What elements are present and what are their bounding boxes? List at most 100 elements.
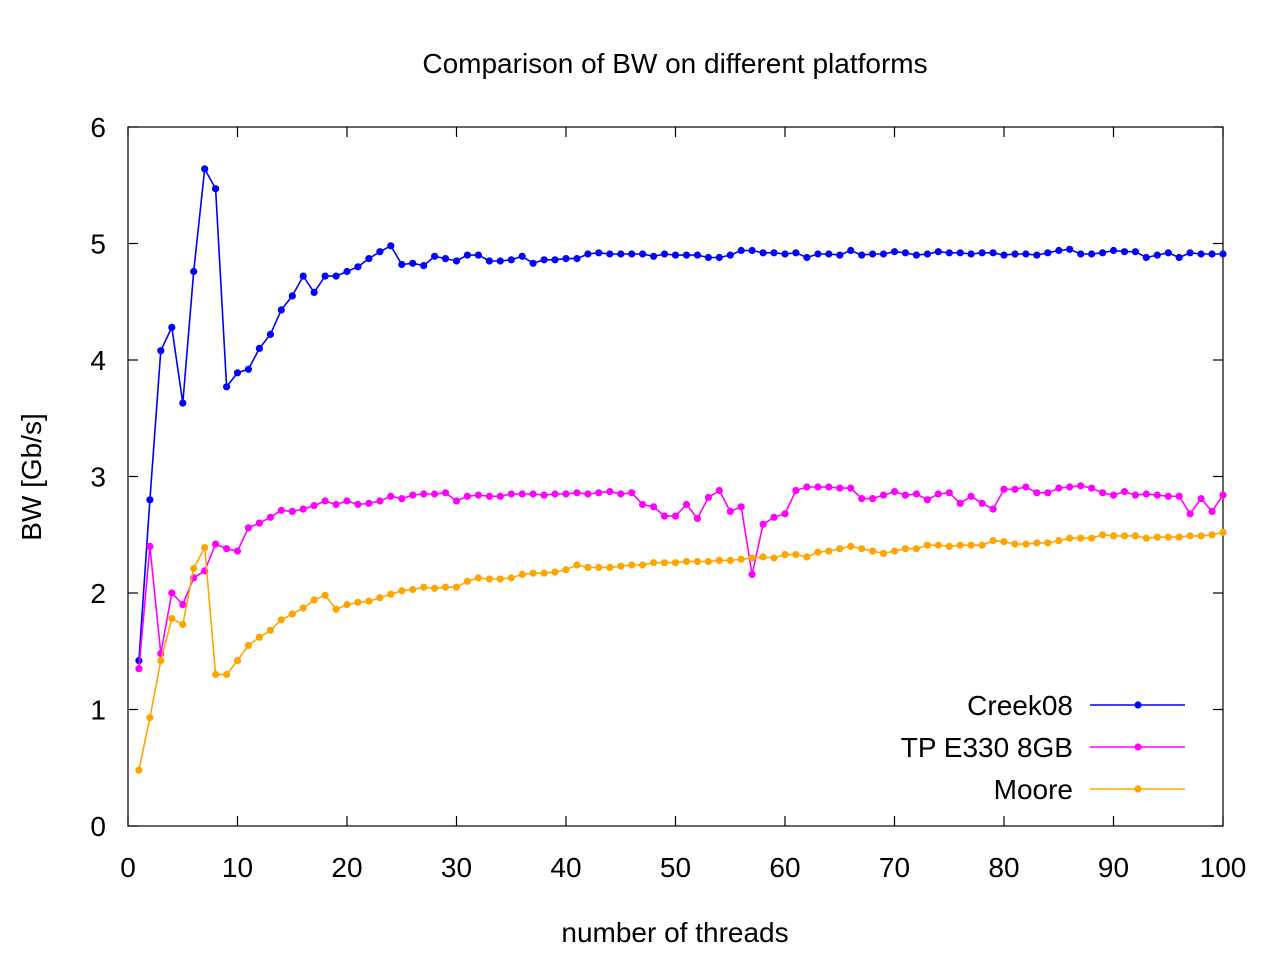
data-point-creek08 (1011, 250, 1019, 258)
data-point-moore (212, 670, 220, 679)
data-point-creek08 (431, 252, 439, 260)
data-point-creek08 (1219, 250, 1227, 258)
data-point-creek08 (255, 344, 263, 352)
data-point-creek08 (1088, 250, 1096, 258)
data-point-creek08 (660, 250, 669, 258)
data-point-tp-e330-8gb (803, 483, 811, 491)
data-point-creek08 (1175, 253, 1183, 262)
data-point-moore (967, 541, 975, 549)
data-point-creek08 (693, 251, 702, 259)
data-point-moore (617, 562, 625, 570)
data-point-creek08 (759, 249, 767, 257)
data-point-moore (748, 554, 756, 562)
data-point-tp-e330-8gb (266, 513, 274, 521)
data-point-creek08 (704, 253, 713, 262)
data-point-creek08 (726, 251, 734, 259)
x-tick-label: 10 (222, 852, 253, 883)
data-point-tp-e330-8gb (606, 488, 614, 496)
data-point-moore (441, 583, 450, 591)
data-point-creek08 (409, 259, 417, 267)
data-point-tp-e330-8gb (693, 514, 702, 523)
data-point-tp-e330-8gb (945, 489, 953, 497)
y-tick-label: 4 (90, 345, 106, 376)
x-tick-label: 90 (1098, 852, 1129, 883)
data-point-tp-e330-8gb (1131, 491, 1139, 499)
data-point-creek08 (288, 292, 296, 300)
data-point-tp-e330-8gb (452, 497, 461, 505)
data-point-tp-e330-8gb (1164, 492, 1172, 500)
data-point-creek08 (628, 250, 636, 258)
data-point-moore (814, 548, 822, 556)
data-point-tp-e330-8gb (759, 520, 767, 528)
series-group (135, 165, 1227, 774)
x-tick-label: 100 (1200, 852, 1247, 883)
data-point-tp-e330-8gb (792, 486, 800, 495)
data-point-creek08 (201, 165, 209, 173)
data-point-moore (660, 559, 669, 567)
data-point-moore (792, 551, 800, 559)
data-point-tp-e330-8gb (518, 490, 526, 498)
data-point-creek08 (1164, 249, 1172, 257)
data-point-moore (540, 569, 548, 577)
data-point-tp-e330-8gb (617, 490, 625, 498)
data-point-creek08 (365, 255, 373, 263)
data-point-creek08 (595, 249, 603, 257)
data-point-moore (901, 545, 910, 553)
data-point-creek08 (978, 249, 986, 257)
data-point-moore (201, 544, 209, 552)
data-point-moore (737, 555, 745, 563)
data-point-creek08 (945, 249, 953, 257)
y-tick-label: 6 (90, 112, 106, 143)
data-point-tp-e330-8gb (748, 570, 756, 579)
data-point-creek08 (1022, 250, 1030, 258)
y-tick-label: 3 (90, 462, 106, 493)
x-tick-label: 30 (441, 852, 472, 883)
data-point-tp-e330-8gb (573, 489, 581, 497)
data-point-moore (310, 596, 318, 604)
data-point-creek08 (212, 185, 220, 193)
data-point-creek08 (1142, 253, 1150, 262)
data-point-tp-e330-8gb (310, 502, 318, 510)
data-point-creek08 (299, 272, 307, 280)
data-point-tp-e330-8gb (660, 512, 669, 520)
data-point-moore (1131, 532, 1139, 540)
data-point-creek08 (748, 246, 756, 255)
data-point-tp-e330-8gb (540, 491, 548, 499)
data-point-moore (321, 591, 329, 599)
data-point-creek08 (474, 251, 482, 259)
data-point-moore (879, 549, 888, 558)
data-point-moore (343, 601, 351, 609)
data-point-creek08 (650, 252, 658, 260)
data-point-tp-e330-8gb (639, 500, 647, 509)
data-point-tp-e330-8gb (1011, 485, 1019, 493)
data-point-creek08 (244, 365, 252, 373)
data-point-creek08 (190, 267, 198, 276)
chart-title: Comparison of BW on different platforms (422, 48, 927, 79)
data-point-tp-e330-8gb (814, 483, 822, 491)
x-tick-label: 60 (769, 852, 800, 883)
data-point-moore (420, 583, 428, 591)
data-point-moore (1000, 538, 1008, 546)
data-point-tp-e330-8gb (825, 483, 833, 491)
data-point-tp-e330-8gb (332, 500, 340, 509)
data-point-moore (1088, 534, 1096, 542)
data-point-creek08 (562, 255, 570, 263)
data-point-creek08 (1197, 250, 1205, 258)
data-point-moore (1164, 533, 1172, 541)
data-point-creek08 (912, 251, 921, 259)
data-point-creek08 (617, 250, 625, 258)
legend-marker-creek08 (1134, 701, 1142, 709)
data-point-creek08 (573, 255, 581, 263)
data-point-tp-e330-8gb (1219, 491, 1227, 499)
data-point-moore (376, 594, 384, 602)
data-point-creek08 (485, 257, 493, 265)
data-point-tp-e330-8gb (595, 489, 603, 497)
data-point-creek08 (989, 249, 997, 257)
data-point-moore (1033, 539, 1041, 547)
data-point-creek08 (1153, 251, 1161, 259)
data-point-moore (923, 541, 932, 549)
series-tp-e330-8gb (135, 482, 1227, 673)
data-point-creek08 (715, 253, 723, 262)
data-point-creek08 (814, 250, 822, 258)
data-point-moore (255, 633, 263, 641)
